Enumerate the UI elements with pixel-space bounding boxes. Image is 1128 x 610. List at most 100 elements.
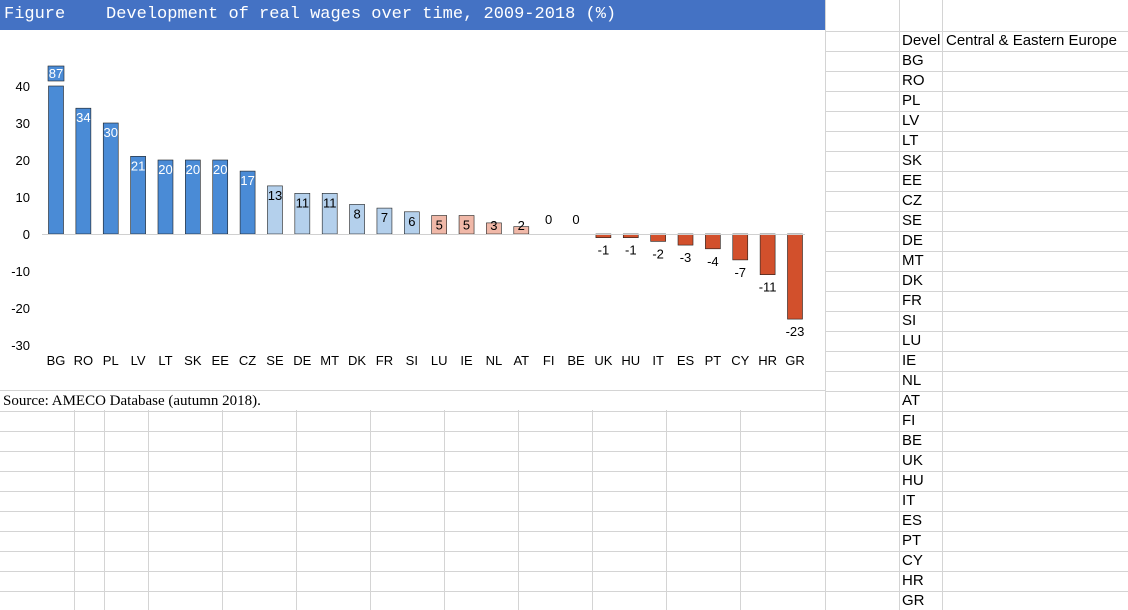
side-country-uk[interactable]: UK [902, 452, 923, 469]
x-tick-label-fr: FR [376, 353, 393, 368]
data-label-es: -3 [680, 250, 692, 265]
chart-area: -30 -20 -10 0 10 20 30 40 87 BG 34 RO 30 PL 21 LV 20 LT 20… [0, 30, 825, 390]
figure-label: Figure [4, 5, 66, 24]
x-tick-label-be: BE [567, 353, 585, 368]
data-label-fr: 7 [381, 210, 388, 225]
x-tick-label-sk: SK [184, 353, 202, 368]
side-country-bg[interactable]: BG [902, 52, 924, 69]
x-tick-label-pl: PL [103, 353, 119, 368]
side-country-ie[interactable]: IE [902, 352, 917, 369]
side-country-pt[interactable]: PT [902, 532, 922, 549]
data-label-sk: 20 [186, 162, 200, 177]
bar-ro [75, 107, 92, 235]
x-tick-label-ie: IE [460, 353, 473, 368]
x-tick-label-hr: HR [758, 353, 777, 368]
data-label-mt: 11 [323, 195, 337, 210]
y-tick-label: -10 [11, 264, 30, 279]
bar-es [677, 233, 694, 246]
x-tick-label-lv: LV [131, 353, 146, 368]
data-label-ro: 34 [76, 110, 90, 125]
x-tick-label-pt: PT [705, 353, 722, 368]
side-country-ro[interactable]: RO [902, 72, 925, 89]
x-tick-label-cy: CY [731, 353, 749, 368]
side-country-nl[interactable]: NL [902, 372, 922, 389]
bar-cy [732, 233, 749, 261]
y-tick-label: 10 [16, 190, 30, 205]
side-country-ee[interactable]: EE [902, 172, 923, 189]
x-tick-label-mt: MT [320, 353, 339, 368]
bar-pt [705, 233, 721, 250]
data-label-dk: 8 [353, 206, 360, 221]
x-tick-label-lt: LT [158, 353, 172, 368]
data-label-ee: 20 [213, 162, 227, 177]
y-tick-label: 20 [16, 153, 30, 168]
side-country-cy[interactable]: CY [902, 552, 923, 569]
x-tick-label-cz: CZ [239, 353, 256, 368]
side-country-at[interactable]: AT [902, 392, 921, 409]
data-label-pt: -4 [707, 254, 719, 269]
side-country-de[interactable]: DE [902, 232, 923, 249]
data-label-lt: 20 [158, 162, 172, 177]
side-country-fi[interactable]: FI [902, 412, 916, 429]
y-tick-label: 40 [16, 79, 30, 94]
source-note: Source: AMECO Database (autumn 2018). [3, 393, 261, 409]
side-country-lu[interactable]: LU [902, 332, 922, 349]
y-tick-label: 30 [16, 116, 30, 131]
x-tick-label-bg: BG [47, 353, 66, 368]
data-label-hr: -11 [759, 280, 777, 295]
data-label-lu: 5 [436, 218, 443, 233]
data-label-uk: -1 [598, 243, 610, 258]
data-label-cz: 17 [240, 173, 254, 188]
x-tick-label-se: SE [266, 353, 284, 368]
data-label-hu: -1 [625, 243, 637, 258]
side-country-be[interactable]: BE [902, 432, 923, 449]
bar-gr [787, 233, 803, 320]
data-label-be: 0 [572, 212, 579, 227]
y-tick-label: 0 [23, 227, 30, 242]
data-label-gr: -23 [786, 324, 805, 339]
x-tick-label-uk: UK [594, 353, 612, 368]
side-country-fr[interactable]: FR [902, 292, 922, 309]
figure-title: Development of real wages over time, 200… [106, 5, 617, 24]
x-tick-label-si: SI [406, 353, 418, 368]
data-label-cy: -7 [734, 265, 746, 280]
side-country-cz[interactable]: CZ [902, 192, 922, 209]
side-country-mt[interactable]: MT [902, 252, 924, 269]
data-label-at: 2 [518, 218, 525, 233]
side-country-lt[interactable]: LT [902, 132, 919, 149]
x-tick-label-dk: DK [348, 353, 366, 368]
data-label-fi: 0 [545, 212, 552, 227]
side-country-it[interactable]: IT [902, 492, 916, 509]
x-tick-label-hu: HU [621, 353, 640, 368]
side-country-se[interactable]: SE [902, 212, 923, 229]
data-label-pl: 30 [104, 125, 118, 140]
x-tick-label-gr: GR [785, 353, 805, 368]
side-country-gr[interactable]: GR [902, 592, 925, 609]
side-country-lv[interactable]: LV [902, 112, 920, 129]
side-header-region[interactable]: Central & Eastern Europe [946, 32, 1117, 49]
side-country-sk[interactable]: SK [902, 152, 923, 169]
bar-hr [759, 233, 776, 276]
y-tick-label: -20 [11, 301, 30, 316]
x-tick-label-ee: EE [212, 353, 230, 368]
data-label-box [47, 65, 65, 82]
x-tick-label-lu: LU [431, 353, 448, 368]
side-country-dk[interactable]: DK [902, 272, 923, 289]
side-country-es[interactable]: ES [902, 512, 923, 529]
bar-it [650, 233, 666, 242]
side-country-hr[interactable]: HR [902, 572, 924, 589]
side-country-si[interactable]: SI [902, 312, 917, 329]
data-label-bg: 87 [49, 66, 63, 81]
side-country-hu[interactable]: HU [902, 472, 924, 489]
data-label-de: 11 [296, 195, 310, 210]
data-label-si: 6 [408, 214, 415, 229]
data-label-se: 13 [268, 188, 282, 203]
data-label-nl: 3 [490, 218, 497, 233]
side-header-short[interactable]: Devel [902, 32, 941, 49]
x-tick-label-es: ES [677, 353, 695, 368]
x-tick-label-at: AT [513, 353, 529, 368]
side-country-pl[interactable]: PL [902, 92, 921, 109]
x-tick-label-ro: RO [74, 353, 94, 368]
x-tick-label-de: DE [293, 353, 311, 368]
